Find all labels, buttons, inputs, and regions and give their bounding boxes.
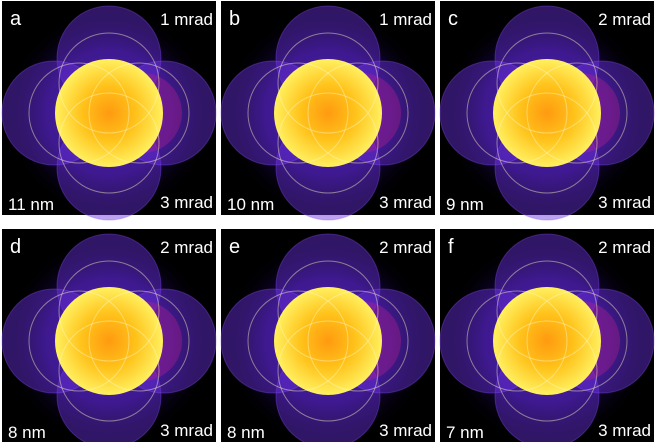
diffraction-pattern [221,1,435,220]
angle-top: 2 mrad [160,238,213,257]
panel-label: e [229,236,240,258]
angle-top: 2 mrad [598,10,651,29]
angle-bottom: 3 mrad [379,193,432,212]
angle-top: 1 mrad [160,10,213,29]
panel: d 2 mrad 8 nm 3 mrad [2,229,216,442]
angle-bottom: 3 mrad [160,193,213,212]
size-label: 9 nm [446,195,484,214]
angle-top: 1 mrad [379,10,432,29]
panel-label: b [229,8,240,30]
diffraction-pattern [440,1,654,220]
angle-bottom: 3 mrad [160,421,213,440]
size-label: 8 nm [8,423,46,442]
angle-top: 2 mrad [379,238,432,257]
diffraction-pattern [221,229,435,442]
figure: a 1 mrad 11 nm 3 mrad b 1 mrad 10 nm 3 mrad c 2 m… [0,0,655,442]
diffraction-pattern [440,229,654,442]
panel-label: d [10,236,21,258]
panel: b 1 mrad 10 nm 3 mrad [221,1,435,220]
panel: f 2 mrad 7 nm 3 mrad [440,229,654,442]
size-label: 11 nm [8,195,54,214]
angle-top: 2 mrad [598,238,651,257]
size-label: 7 nm [446,423,484,442]
size-label: 10 nm [227,195,274,214]
angle-bottom: 3 mrad [598,421,651,440]
panel: c 2 mrad 9 nm 3 mrad [440,1,654,220]
diffraction-pattern [2,229,216,442]
panel-label: c [448,8,458,30]
panel-label: a [10,8,22,30]
diffraction-pattern [2,1,216,220]
angle-bottom: 3 mrad [598,193,651,212]
panel: e 2 mrad 8 nm 3 mrad [221,229,435,442]
panel-label: f [448,236,454,258]
size-label: 8 nm [227,423,265,442]
angle-bottom: 3 mrad [379,421,432,440]
panel: a 1 mrad 11 nm 3 mrad [2,1,216,220]
